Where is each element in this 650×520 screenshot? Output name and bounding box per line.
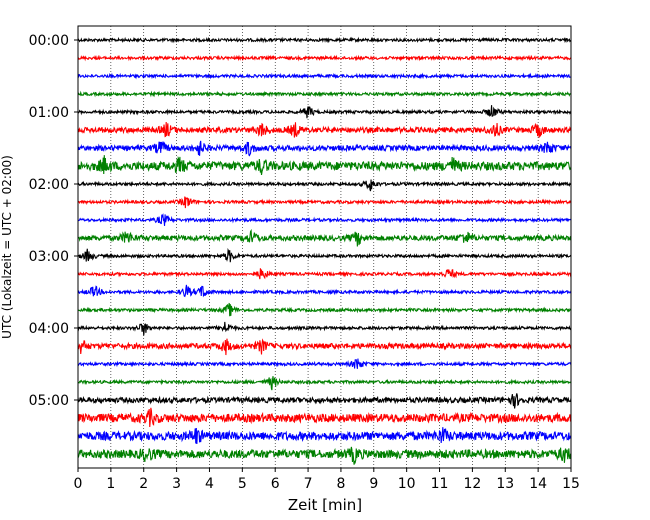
trace-line	[77, 376, 572, 391]
trace-line	[77, 427, 572, 445]
trace-line	[77, 140, 572, 157]
x-tick-label: 8	[336, 476, 345, 492]
x-tick-label: 7	[304, 476, 313, 492]
plot-frame	[77, 25, 572, 469]
trace-line	[77, 36, 572, 44]
x-axis-title: Zeit [min]	[288, 496, 362, 514]
y-tick-label: 02:00	[29, 177, 69, 193]
trace-line	[77, 302, 572, 317]
x-tick-label: 11	[431, 476, 449, 492]
y-tick-label: 05:00	[29, 393, 69, 409]
y-axis-title: UTC (Lokalzeit = UTC + 02:00)	[0, 155, 14, 339]
trace-line	[77, 196, 572, 209]
x-tick-label: 15	[562, 476, 580, 492]
x-tick-label: 12	[463, 476, 481, 492]
trace-line	[77, 284, 572, 298]
x-tick-label: 14	[529, 476, 547, 492]
x-tick-label: 10	[398, 476, 416, 492]
trace-line	[77, 338, 572, 356]
x-tick-label: 6	[271, 476, 280, 492]
trace-line	[77, 393, 572, 409]
trace-line	[77, 358, 572, 369]
plot-background	[78, 26, 571, 468]
x-tick-label: 3	[172, 476, 181, 492]
y-tick-label: 00:00	[29, 33, 69, 49]
x-tick-label: 1	[106, 476, 115, 492]
trace-line	[77, 122, 572, 138]
trace-line	[77, 90, 572, 98]
trace-line	[77, 407, 572, 427]
trace-line	[77, 72, 572, 80]
x-tick-label: 9	[369, 476, 378, 492]
seismic-traces	[77, 36, 572, 465]
y-axis-ticks: 00:00 01:00 02:00 03:00 04:00 05:00	[29, 33, 78, 409]
y-tick-label: 03:00	[29, 249, 69, 265]
trace-line	[77, 54, 572, 62]
trace-line	[77, 155, 572, 176]
x-tick-label: 13	[496, 476, 514, 492]
trace-line	[77, 268, 572, 280]
trace-line	[77, 446, 572, 465]
trace-line	[77, 228, 572, 247]
trace-line	[77, 179, 572, 192]
y-tick-label: 01:00	[29, 105, 69, 121]
x-tick-label: 0	[74, 476, 83, 492]
x-tick-label: 2	[139, 476, 148, 492]
trace-line	[77, 247, 572, 263]
x-axis-ticks: 0 1 2 3 4 5 6 7 8 9 10 11 12 13 14 15	[74, 468, 580, 492]
trace-line	[77, 321, 572, 336]
y-tick-label: 04:00	[29, 321, 69, 337]
trace-line	[77, 105, 572, 119]
x-tick-label: 5	[238, 476, 247, 492]
trace-line	[77, 213, 572, 226]
x-tick-label: 4	[205, 476, 214, 492]
